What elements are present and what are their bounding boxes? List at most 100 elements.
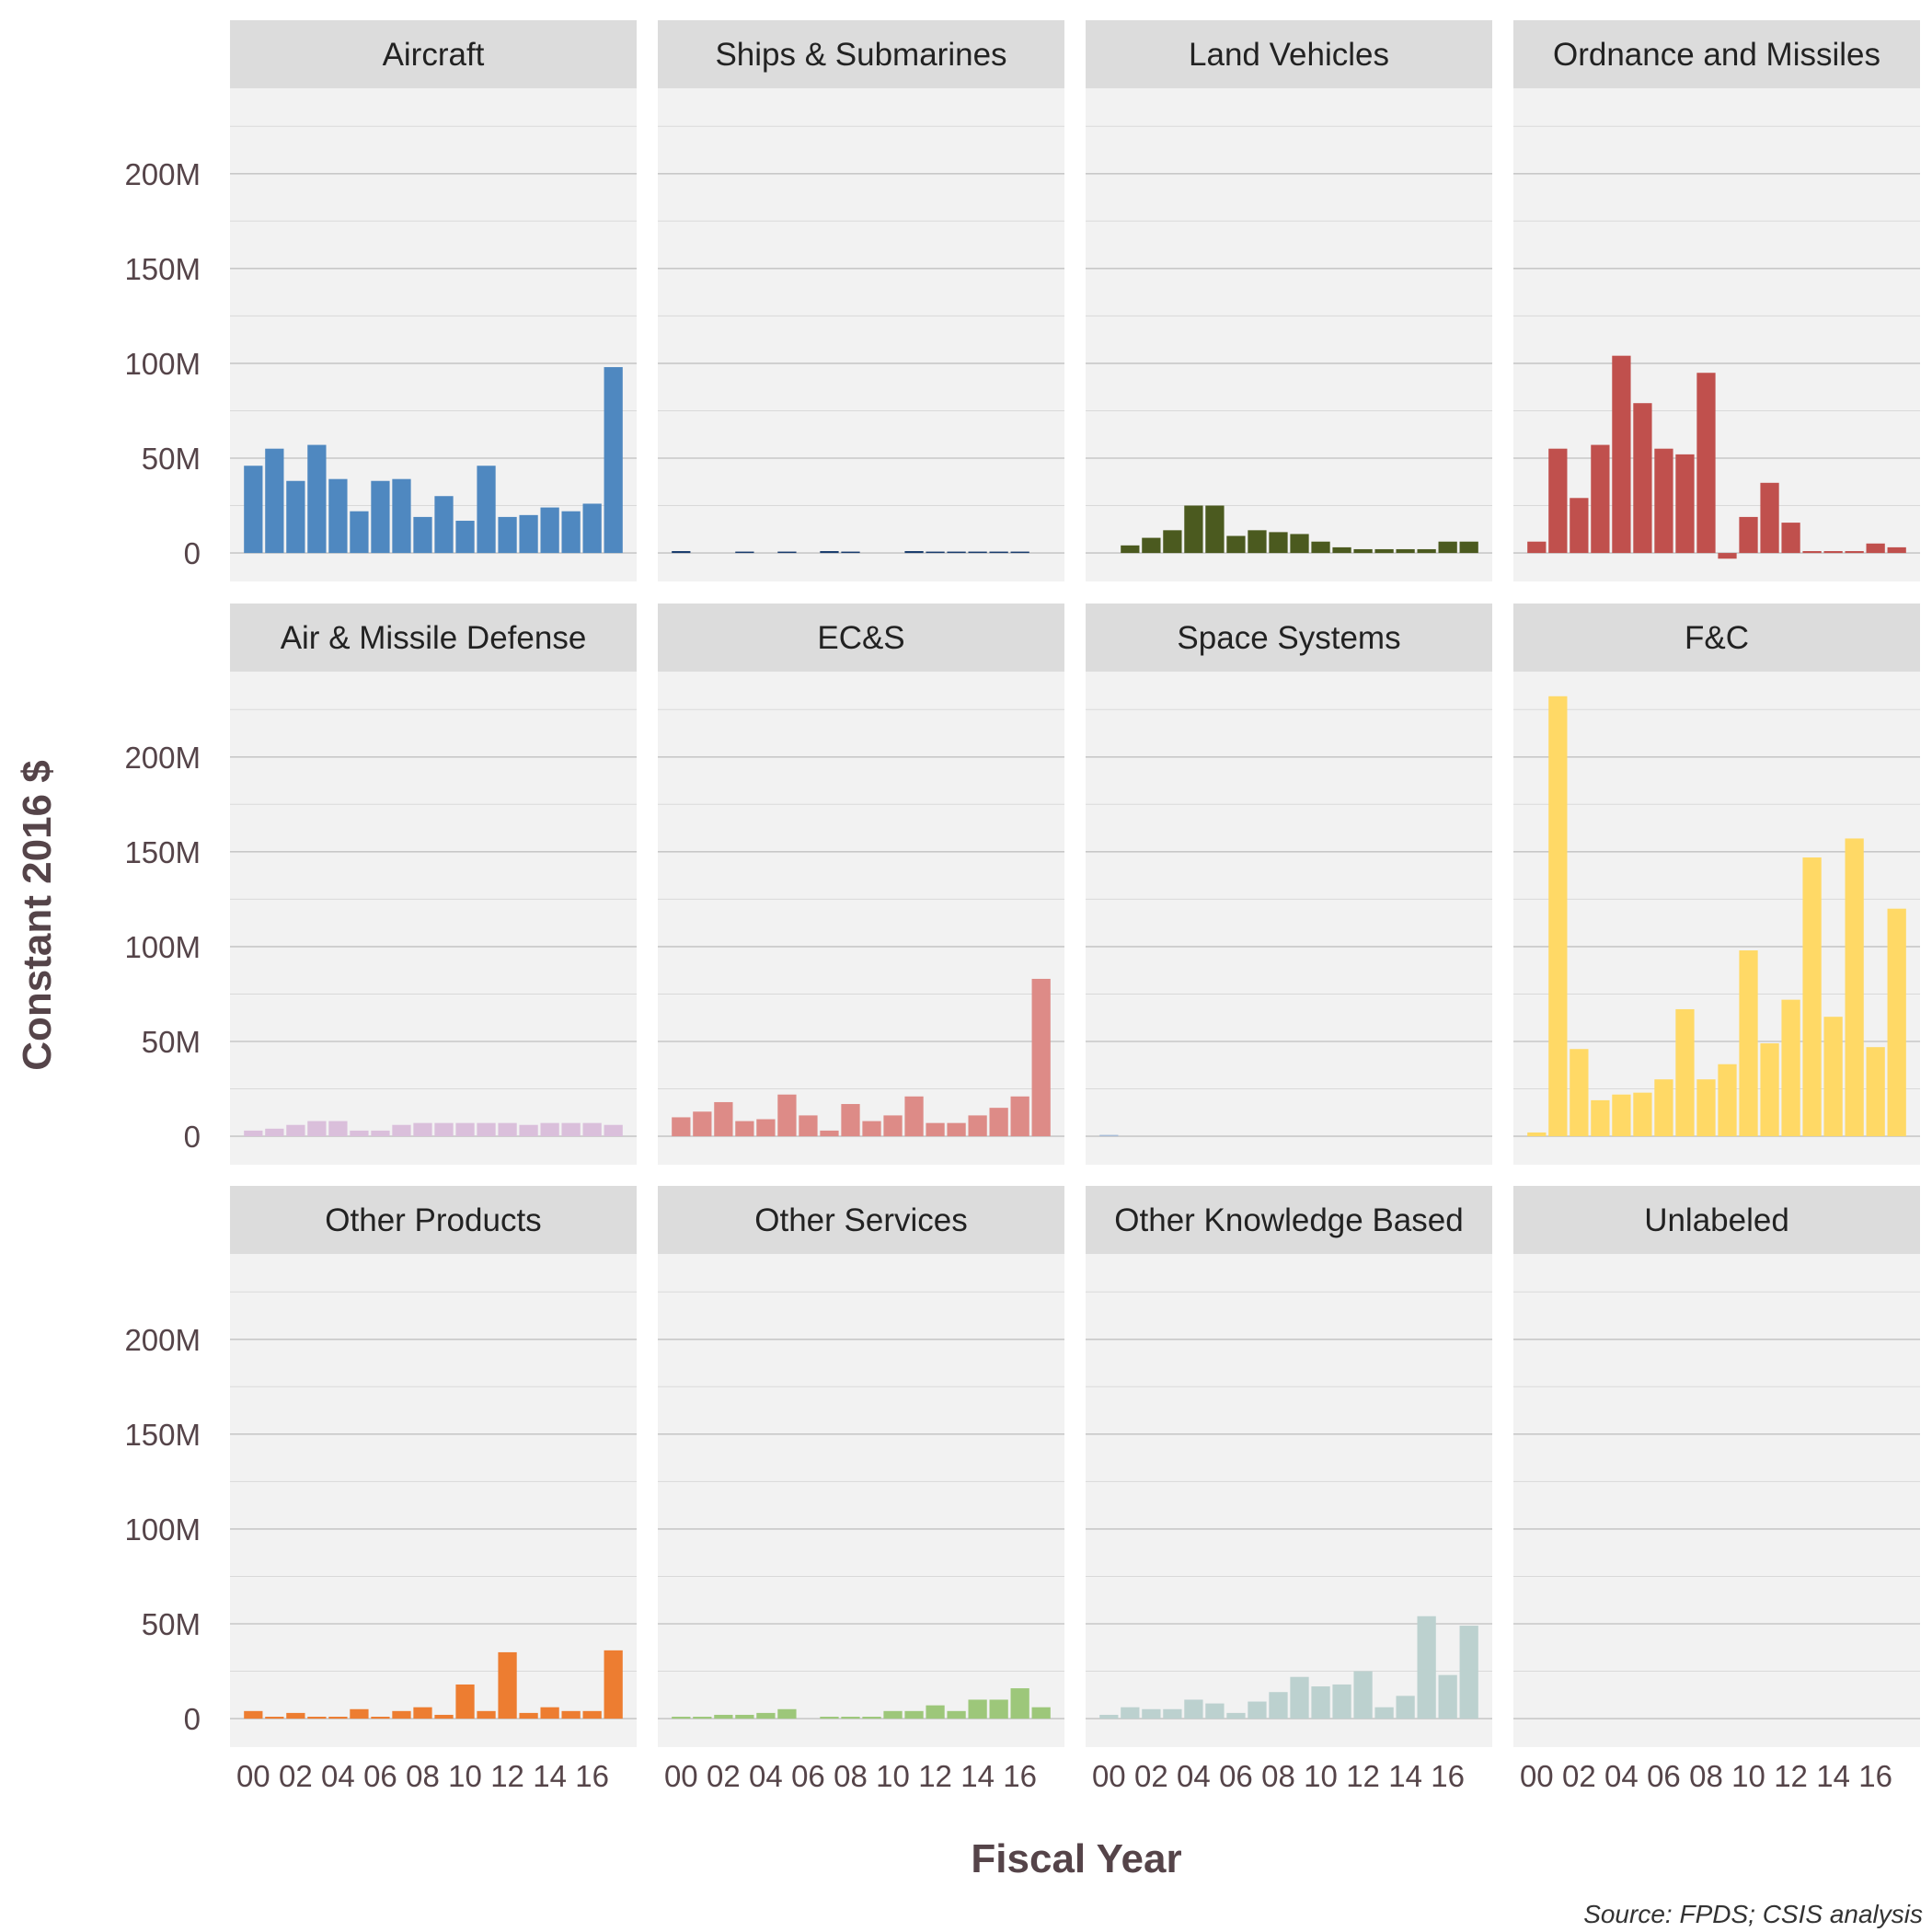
bar: [392, 1710, 411, 1719]
bar: [1226, 535, 1246, 554]
bar: [1142, 537, 1161, 554]
facet-panel: Other Knowledge Based: [1086, 1186, 1492, 1747]
bar: [883, 1710, 903, 1719]
bar: [540, 1122, 559, 1137]
bar: [1781, 523, 1800, 554]
bar: [1248, 1701, 1267, 1719]
facet-panel: Ships & Submarines: [658, 20, 1064, 581]
bar: [947, 1710, 966, 1719]
facet-strip: [1086, 1186, 1492, 1254]
bar: [989, 1699, 1008, 1719]
y-tick-label: 150M: [124, 1418, 201, 1452]
facet-label: Ordnance and Missiles: [1553, 37, 1880, 73]
bar: [1802, 551, 1822, 554]
bar: [1527, 1132, 1547, 1137]
bar: [989, 1108, 1008, 1137]
facet-label: Other Products: [325, 1202, 541, 1238]
facet-panel: Land Vehicles: [1086, 20, 1492, 581]
bar: [968, 551, 987, 554]
bar: [413, 1707, 432, 1719]
bar: [1269, 532, 1288, 554]
x-tick-label: 16: [1431, 1759, 1465, 1793]
x-tick-label: 00: [664, 1759, 698, 1793]
bar: [735, 551, 754, 554]
bar: [1332, 546, 1351, 554]
bar: [1802, 857, 1822, 1137]
facet-panel: Space Systems: [1086, 604, 1492, 1165]
bar: [498, 1651, 517, 1719]
bar: [1570, 1049, 1589, 1137]
facet-panel: EC&S: [658, 604, 1064, 1165]
bar: [1417, 548, 1436, 554]
x-tick-label: 04: [321, 1759, 355, 1793]
bar: [371, 480, 390, 554]
bar: [604, 1124, 623, 1137]
x-tick-label: 10: [1304, 1759, 1338, 1793]
bar: [1548, 448, 1568, 554]
bar: [519, 1712, 538, 1719]
facet-strip: [230, 20, 637, 88]
x-tick-label: 10: [876, 1759, 910, 1793]
facet-strip: [658, 604, 1064, 672]
bar: [413, 516, 432, 554]
y-tick-label: 0: [184, 1702, 201, 1736]
bar: [1781, 999, 1800, 1137]
bar: [820, 1717, 839, 1719]
x-tick-label: 14: [1816, 1759, 1850, 1793]
bar: [714, 1714, 733, 1719]
bar: [434, 1122, 454, 1137]
x-tick-label: 00: [1092, 1759, 1126, 1793]
bar: [1374, 1707, 1394, 1719]
facet-strip: [658, 20, 1064, 88]
facet-strip: [1513, 604, 1920, 672]
bar: [1739, 950, 1758, 1137]
bar: [1633, 403, 1652, 554]
bar: [1184, 1699, 1203, 1719]
bar: [904, 1710, 924, 1719]
bar: [820, 551, 839, 554]
facet-panel: Other Products: [230, 1186, 637, 1747]
bar: [1739, 516, 1758, 554]
bar: [1527, 541, 1547, 554]
bar: [926, 1122, 945, 1137]
facet-strip: [658, 1186, 1064, 1254]
x-tick-label: 04: [1604, 1759, 1639, 1793]
bar: [1163, 530, 1182, 554]
x-tick-label: 12: [1774, 1759, 1808, 1793]
bar: [841, 1717, 860, 1719]
bar: [371, 1717, 390, 1719]
bar: [926, 551, 945, 554]
bar: [350, 511, 369, 554]
x-tick-label: 12: [918, 1759, 952, 1793]
bar: [307, 444, 327, 554]
bar: [1675, 454, 1695, 554]
bar: [1290, 534, 1309, 554]
bar: [1718, 1064, 1737, 1137]
facet-label: Space Systems: [1177, 620, 1400, 656]
facet-label: Ships & Submarines: [715, 37, 1006, 73]
bar: [1591, 1099, 1610, 1137]
bar: [498, 1122, 517, 1137]
x-tick-label: 16: [575, 1759, 609, 1793]
y-tick-label: 0: [184, 1120, 201, 1154]
x-tick-label: 04: [749, 1759, 783, 1793]
bar: [477, 1710, 496, 1719]
bar: [455, 1122, 475, 1137]
bar: [1887, 546, 1906, 554]
bar: [777, 1708, 797, 1719]
y-axis-title: Constant 2016 $: [15, 760, 60, 1070]
x-tick-label: 06: [1647, 1759, 1681, 1793]
bar: [561, 1122, 581, 1137]
bar: [265, 448, 284, 554]
y-tick-label: 100M: [124, 347, 201, 381]
x-tick-label: 14: [1388, 1759, 1422, 1793]
y-tick-label: 50M: [142, 442, 201, 476]
x-tick-label: 10: [1731, 1759, 1765, 1793]
y-tick-label: 150M: [124, 835, 201, 869]
bar: [735, 1714, 754, 1719]
plot-background: [1086, 88, 1492, 581]
facet-strip: [230, 1186, 637, 1254]
x-tick-label: 08: [1261, 1759, 1295, 1793]
x-tick-label: 06: [1219, 1759, 1253, 1793]
